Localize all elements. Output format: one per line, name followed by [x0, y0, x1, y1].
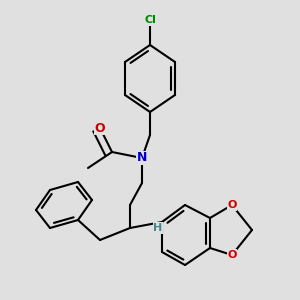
Text: O: O	[227, 200, 237, 210]
Text: H: H	[153, 223, 163, 233]
Text: O: O	[95, 122, 105, 134]
Text: Cl: Cl	[144, 15, 156, 25]
Text: O: O	[227, 250, 237, 260]
Text: N: N	[137, 152, 147, 164]
